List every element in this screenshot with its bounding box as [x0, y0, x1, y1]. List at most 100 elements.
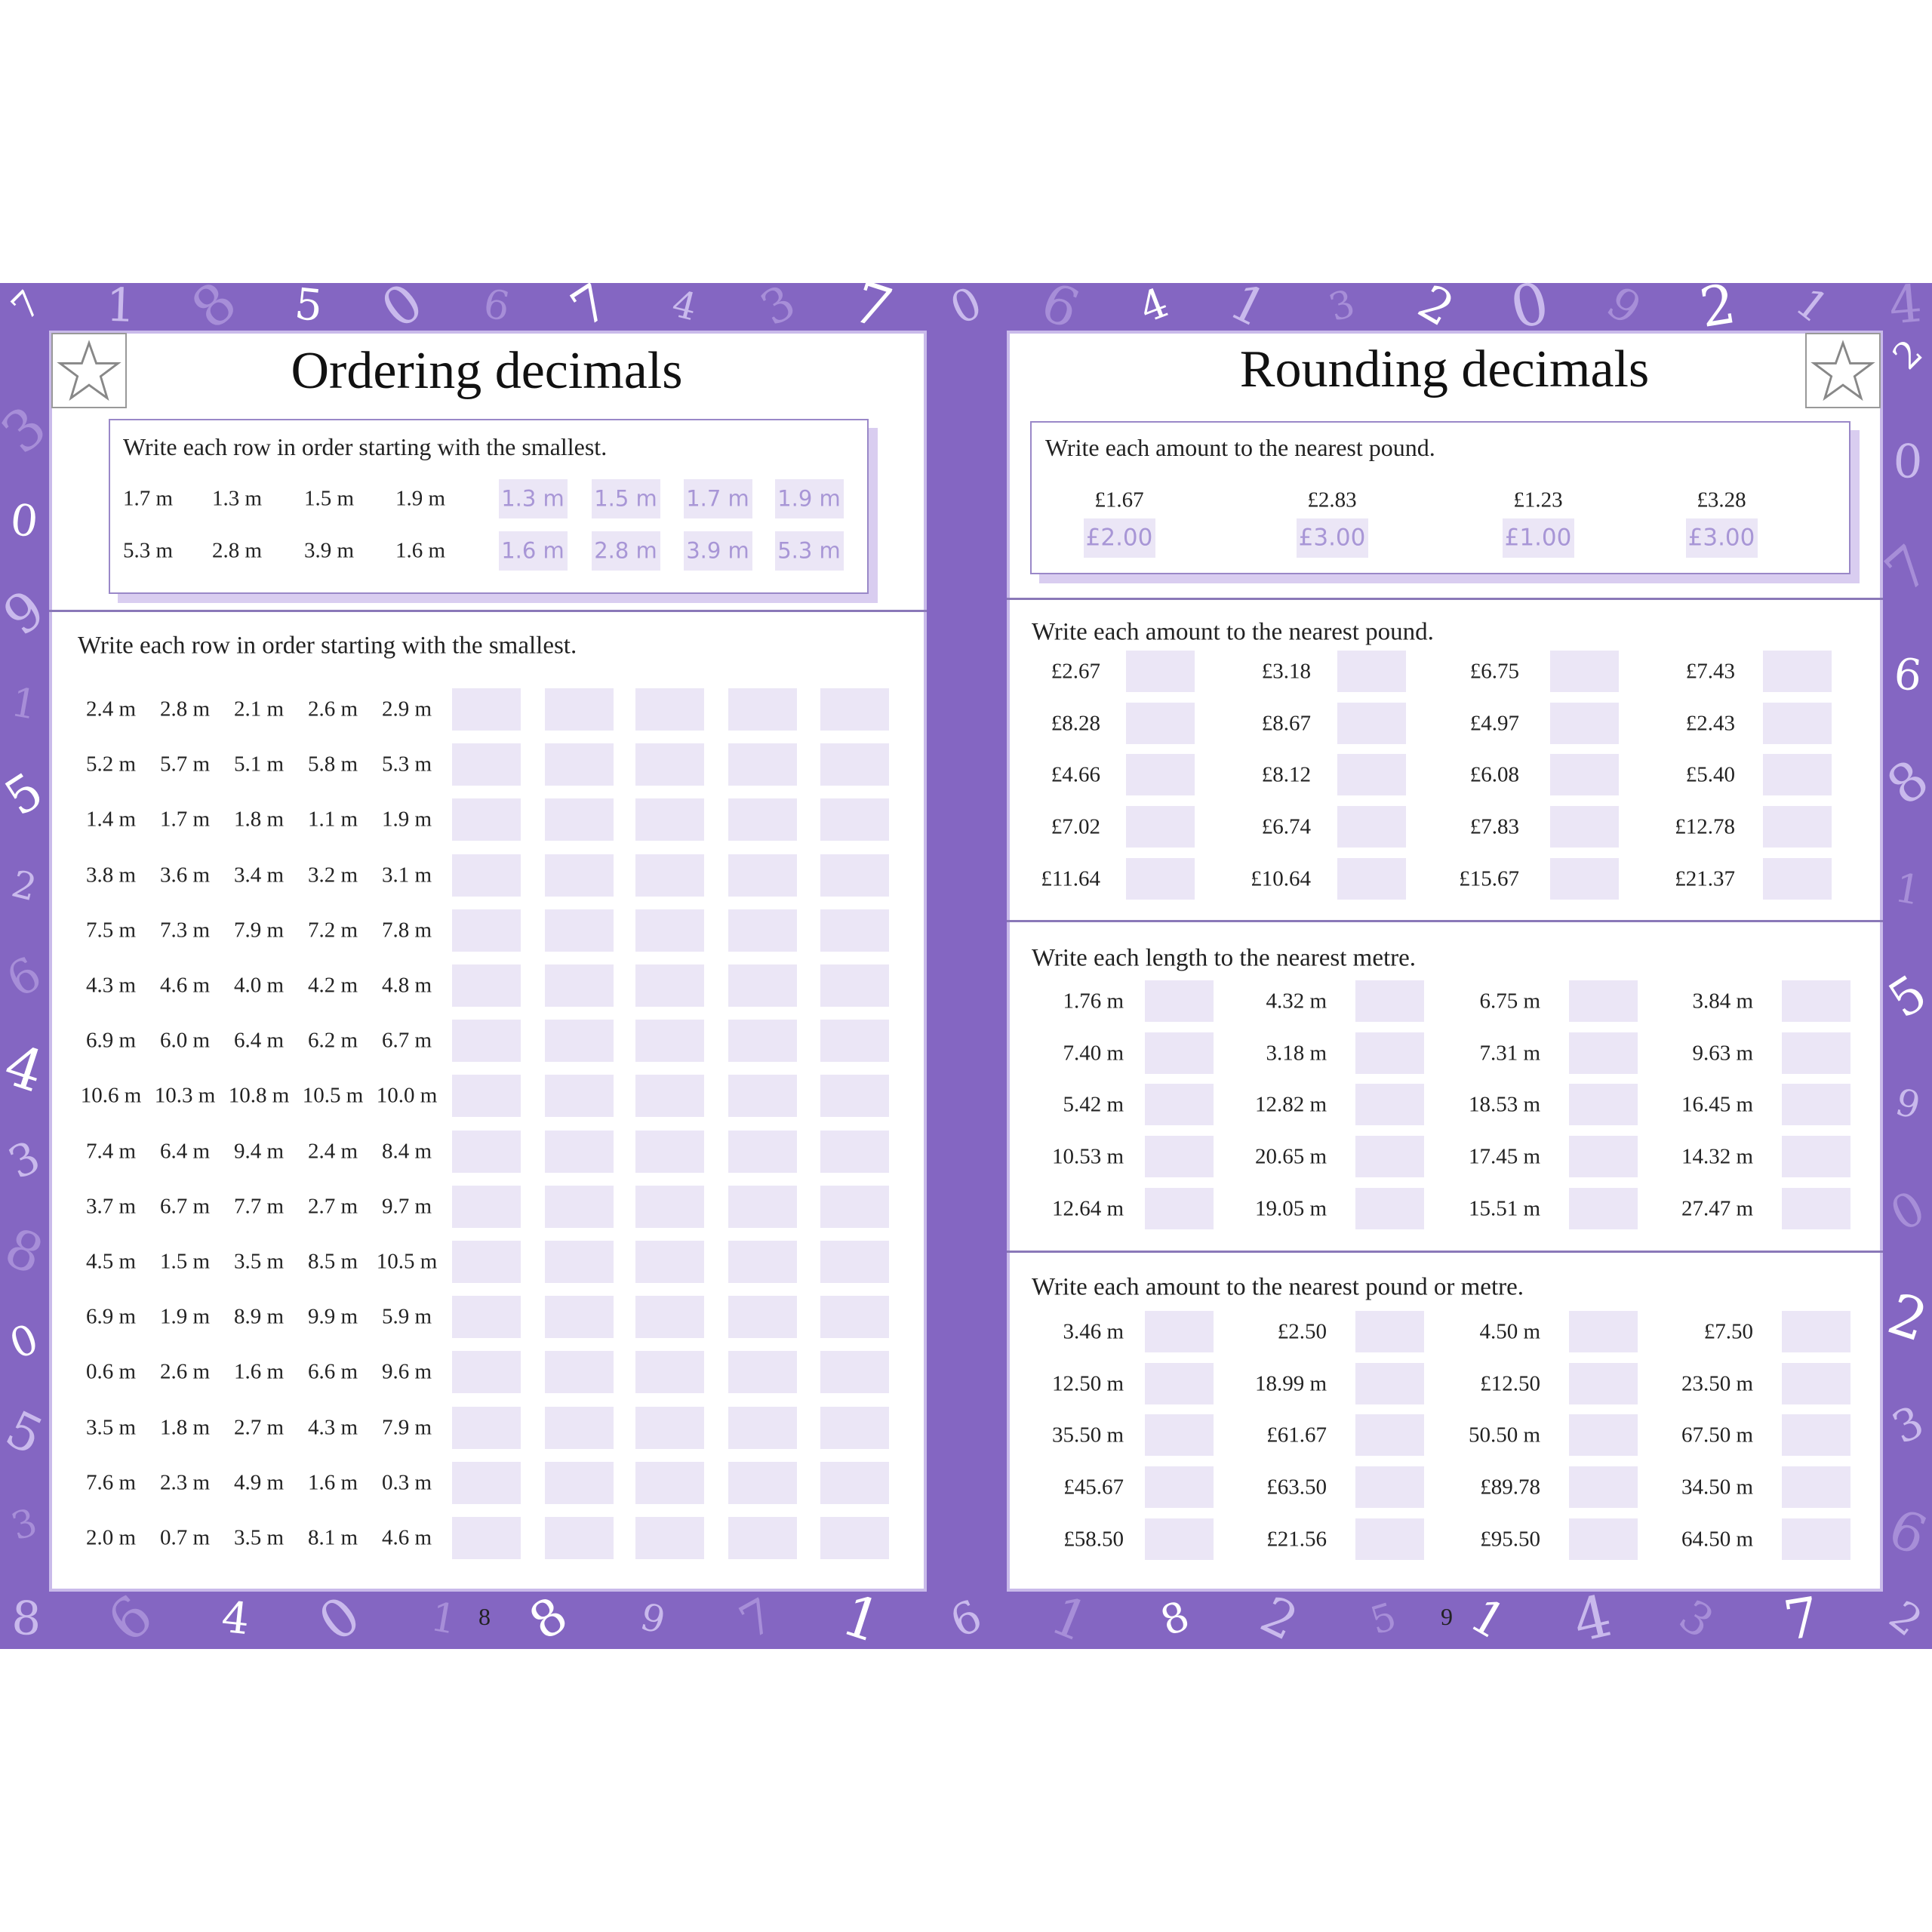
item: £15.67: [1459, 866, 1519, 891]
item: £7.02: [1051, 814, 1100, 839]
answer-box: [1337, 651, 1406, 692]
answer-box: [545, 1517, 614, 1559]
answer-box: [1145, 1084, 1214, 1126]
answer-box: [728, 743, 797, 786]
item: 2.7 m: [307, 1194, 358, 1219]
item: £2.43: [1685, 711, 1735, 736]
answer-box: [820, 1075, 889, 1118]
answer-box: [1782, 1518, 1850, 1560]
answer-box: [452, 1517, 521, 1559]
answer-box: [635, 964, 704, 1007]
answer-box: [545, 1185, 614, 1228]
item: 4.0 m: [233, 973, 285, 998]
answer-box: [452, 1241, 521, 1283]
item: 34.50 m: [1681, 1475, 1753, 1500]
item: 4.50 m: [1479, 1319, 1540, 1344]
item: 8.9 m: [233, 1304, 285, 1329]
example-item: 1.7 m: [123, 486, 174, 511]
item: 10.8 m: [228, 1083, 290, 1108]
item: £5.40: [1685, 762, 1735, 787]
item: 1.8 m: [233, 807, 285, 832]
answer-box: [1337, 702, 1406, 744]
answer-box: [684, 479, 752, 518]
border-digit: 5: [292, 278, 325, 332]
item: 7.9 m: [233, 918, 285, 943]
answer-box: [820, 1406, 889, 1449]
example-item: 1.3 m: [212, 486, 263, 511]
answer-box: [452, 798, 521, 841]
item: £6.74: [1261, 814, 1311, 839]
example-answer: 1.3 m: [501, 485, 565, 512]
item: £61.67: [1266, 1423, 1327, 1447]
item: 7.31 m: [1479, 1041, 1540, 1066]
page-number: 9: [1441, 1603, 1453, 1630]
answer-box: [1550, 806, 1619, 848]
answer-box: [728, 1241, 797, 1283]
answer-box: [728, 1130, 797, 1173]
answer-box: [1503, 518, 1574, 558]
answer-box: [1569, 1136, 1638, 1178]
item: 5.2 m: [85, 752, 137, 777]
item: 18.53 m: [1468, 1092, 1540, 1117]
item: 10.3 m: [154, 1083, 216, 1108]
answer-box: [452, 1130, 521, 1173]
star-icon: [51, 333, 127, 408]
answer-box: [545, 909, 614, 952]
answer-box: [1084, 518, 1155, 558]
answer-box: [728, 1461, 797, 1504]
answer-box: [635, 688, 704, 731]
item: 3.18 m: [1266, 1041, 1327, 1066]
item: 0.7 m: [159, 1525, 211, 1550]
item: 2.4 m: [85, 697, 137, 721]
example-answer: 1.9 m: [777, 485, 841, 512]
item: 1.6 m: [233, 1359, 285, 1384]
answer-box: [820, 743, 889, 786]
item: £8.12: [1261, 762, 1311, 787]
answer-box: [1763, 702, 1832, 744]
answer-box: [728, 798, 797, 841]
answer-box: [1355, 1032, 1424, 1074]
answer-box: [1355, 1414, 1424, 1457]
border-digit: 1: [104, 278, 137, 334]
border-digit: 4: [219, 1592, 252, 1645]
answer-box: [1145, 1466, 1214, 1509]
answer-box: [1145, 1311, 1214, 1352]
item: £2.67: [1051, 659, 1100, 684]
answer-box: [635, 1130, 704, 1173]
item: 4.3 m: [307, 1415, 358, 1440]
answer-box: [775, 531, 844, 571]
separator: [49, 610, 927, 612]
item: 6.9 m: [85, 1028, 137, 1053]
item: £10.64: [1251, 866, 1311, 891]
answer-box: [820, 1241, 889, 1283]
answer-box: [1355, 1311, 1424, 1352]
example-item: 3.9 m: [304, 538, 355, 563]
answer-box: [635, 743, 704, 786]
item: 9.9 m: [307, 1304, 358, 1329]
item: 2.8 m: [159, 697, 211, 721]
instruction: Write each row in order starting with th…: [123, 433, 608, 460]
answer-box: [728, 964, 797, 1007]
answer-box: [545, 1241, 614, 1283]
answer-box: [728, 1185, 797, 1228]
item: 6.0 m: [159, 1028, 211, 1053]
item: 3.8 m: [85, 863, 137, 888]
separator: [1007, 920, 1883, 922]
item: 19.05 m: [1254, 1196, 1327, 1221]
border-digit: 0: [1892, 434, 1924, 489]
example-answer: 2.8 m: [594, 537, 657, 564]
answer-box: [1782, 1414, 1850, 1457]
answer-box: [728, 1406, 797, 1449]
item: 6.4 m: [159, 1139, 211, 1164]
answer-box: [820, 798, 889, 841]
answer-box: [1782, 980, 1850, 1022]
item: 35.50 m: [1051, 1423, 1124, 1447]
item: 3.84 m: [1692, 989, 1753, 1014]
answer-box: [635, 1406, 704, 1449]
answer-box: [1763, 806, 1832, 848]
answer-box: [1569, 1414, 1638, 1457]
item: 12.50 m: [1051, 1371, 1124, 1396]
item: £4.97: [1469, 711, 1519, 736]
answer-box: [452, 1296, 521, 1339]
